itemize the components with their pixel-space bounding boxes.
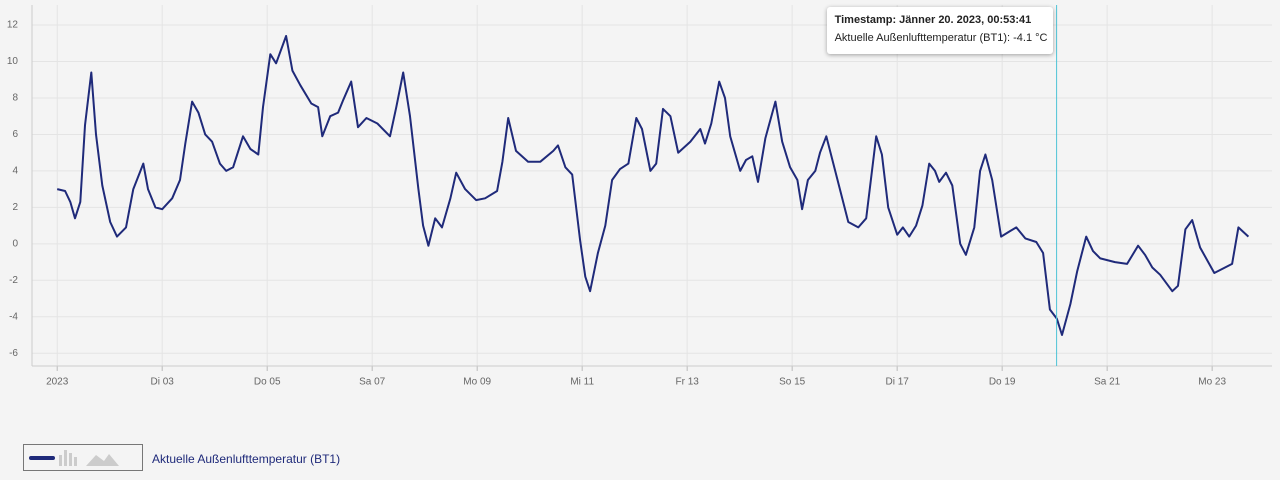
tooltip-title: Timestamp: Jänner 20. 2023, 00:53:41 [834,14,1032,26]
x-tick-label: Di 17 [885,377,909,388]
y-tick-label: 6 [12,129,18,140]
plot-area [32,5,1272,366]
x-tick-label: Do 19 [989,377,1016,388]
legend-toggle[interactable] [23,444,143,471]
y-tick-label: 12 [7,20,19,31]
x-tick-label: Mo 09 [463,377,491,388]
y-tick-label: 4 [12,166,18,177]
y-tick-label: 0 [12,238,18,249]
series-line [56,35,1250,336]
y-tick-label: -2 [9,275,18,286]
x-tick-label: Sa 07 [359,377,386,388]
legend-label[interactable]: Aktuelle Außenlufttemperatur (BT1) [152,452,341,466]
legend-icons [29,450,119,466]
x-tick-label: Di 03 [151,377,175,388]
y-tick-label: 8 [12,93,18,104]
x-tick-label: So 15 [779,377,806,388]
y-tick-label: -4 [9,311,18,322]
x-tick-label: 2023 [46,377,69,388]
y-tick-label: 2 [12,202,18,213]
x-tick-label: Fr 13 [676,377,700,388]
x-tick-label: Sa 21 [1094,377,1121,388]
x-tick-label: Do 05 [254,377,281,388]
x-tick-label: Mi 11 [570,377,594,388]
x-tick-label: Mo 23 [1198,377,1226,388]
y-tick-label: 10 [7,56,19,67]
y-tick-label: -6 [9,348,18,359]
tooltip: Timestamp: Jänner 20. 2023, 00:53:41 Akt… [826,7,1053,54]
tooltip-text: Aktuelle Außenlufttemperatur (BT1): -4.1… [834,32,1048,44]
